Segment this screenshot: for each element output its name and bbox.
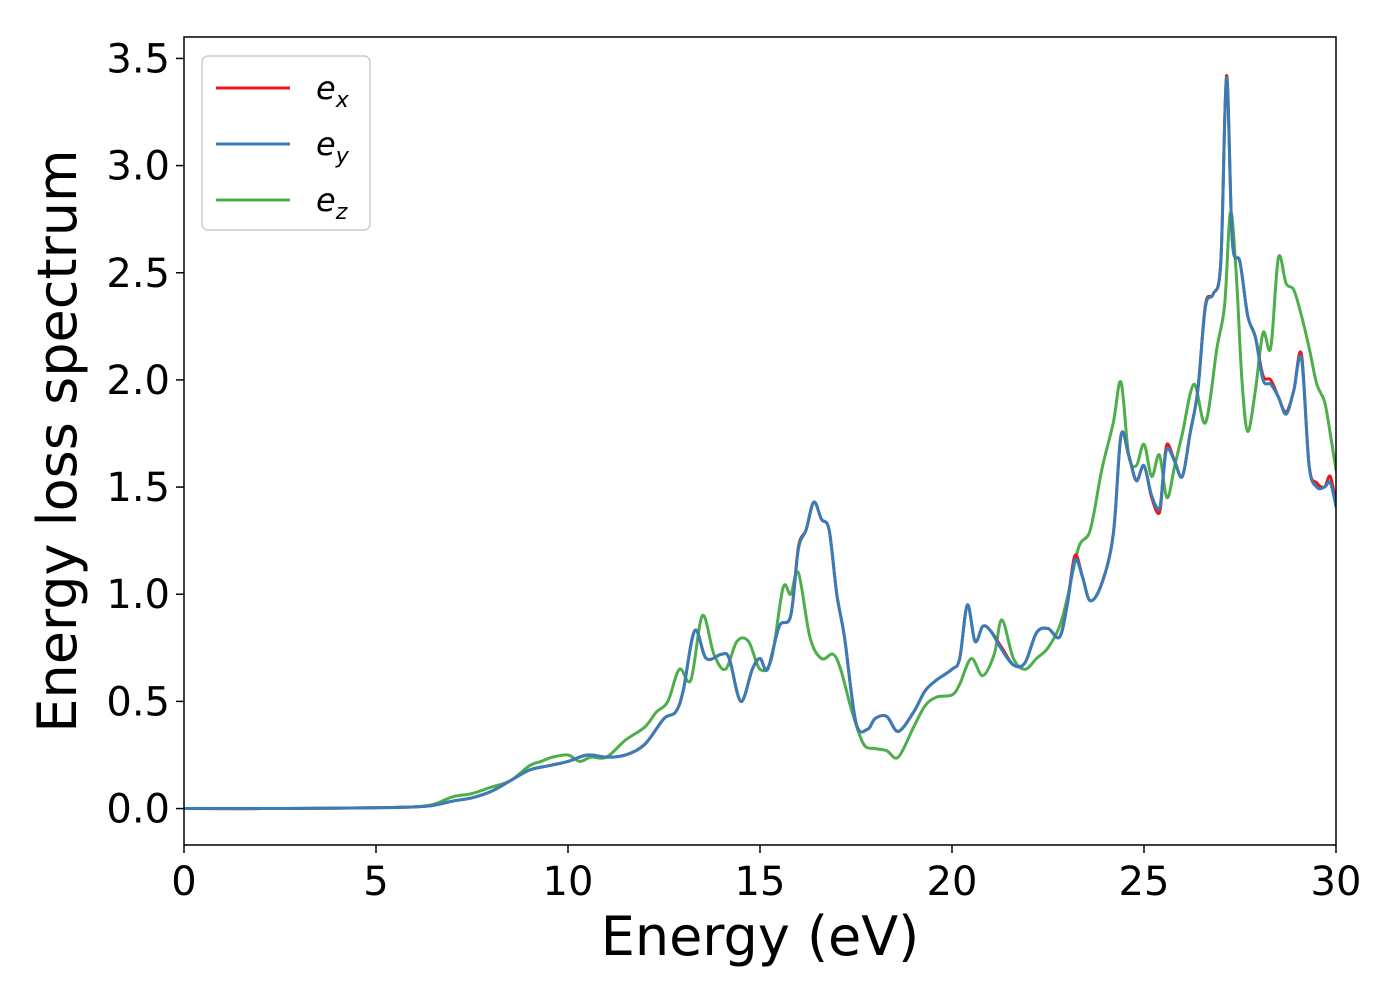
y-tick-label: 2.0 <box>106 358 170 404</box>
legend-label-e-z: ez <box>316 181 348 225</box>
y-tick-label: 1.0 <box>106 572 170 618</box>
legend-label-subscript: z <box>335 200 348 225</box>
x-tick-label: 10 <box>543 859 594 905</box>
x-tick-label: 20 <box>927 859 978 905</box>
legend-label-subscript: x <box>335 88 350 113</box>
y-tick-label: 0.0 <box>106 787 170 833</box>
y-tick-label: 0.5 <box>106 679 170 725</box>
legend-label-e-y: ey <box>316 125 350 169</box>
legend-label-subscript: y <box>335 144 350 169</box>
x-tick-label: 30 <box>1311 859 1362 905</box>
series-layer <box>184 74 1336 811</box>
x-axis: 0 5 10 15 20 25 30 <box>171 845 1361 905</box>
y-tick-label: 3.0 <box>106 144 170 190</box>
legend-label-base: e <box>316 125 336 163</box>
y-axis-label: Energy loss spectrum <box>26 149 89 732</box>
legend-label-base: e <box>316 181 336 219</box>
x-tick-label: 25 <box>1119 859 1170 905</box>
legend-label-e-x: ex <box>316 69 350 113</box>
y-tick-label: 1.5 <box>106 465 170 511</box>
y-tick-label: 2.5 <box>106 251 170 297</box>
series-line-e-y <box>184 76 1336 811</box>
y-tick-label: 3.5 <box>106 36 170 82</box>
x-axis-label: Energy (eV) <box>601 905 920 968</box>
x-tick-label: 0 <box>171 859 196 905</box>
x-tick-label: 15 <box>735 859 786 905</box>
legend-label-base: e <box>316 69 336 107</box>
plot-area <box>183 36 1337 846</box>
y-axis: 0.0 0.5 1.0 1.5 2.0 2.5 3.0 3.5 <box>106 36 184 833</box>
x-tick-label: 5 <box>363 859 388 905</box>
